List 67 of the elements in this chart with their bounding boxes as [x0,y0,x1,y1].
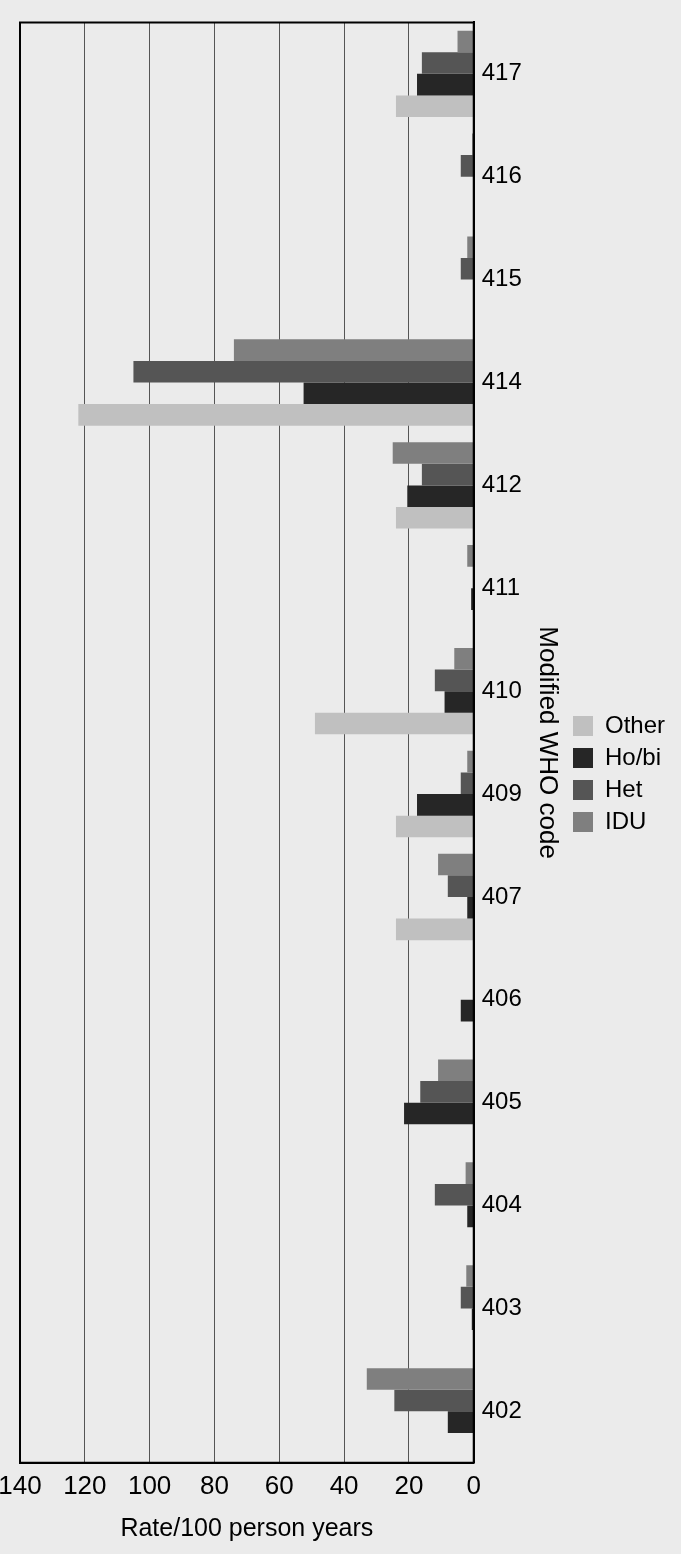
bar [404,1102,474,1125]
y-tick-label: 412 [481,470,522,498]
x-tick-label: 0 [466,1469,481,1500]
bar [417,73,474,96]
y-tick-label: 407 [481,881,522,909]
legend-label: IDU [604,806,647,834]
bar [395,95,474,118]
bar [457,30,474,53]
bar [314,712,474,735]
bar [467,750,474,773]
x-tick-label: 140 [0,1469,42,1500]
y-tick-label: 411 [481,572,520,600]
x-tick-label: 120 [63,1469,107,1500]
bar [420,1081,474,1103]
y-tick-label: 404 [481,1190,522,1218]
bar [438,1059,474,1082]
bar [421,463,474,486]
bar [395,815,474,838]
legend-label: Het [604,774,643,802]
bar [447,1411,474,1433]
legend-label: Ho/bi [604,742,662,770]
bar [467,896,474,919]
bar [454,647,474,670]
x-tick-label: 20 [394,1469,424,1500]
y-tick-label: 414 [481,367,522,395]
y-tick-label: 416 [481,161,522,189]
y-tick-label: 410 [481,675,522,703]
legend-label: Other [604,710,666,738]
bar [78,404,474,426]
bar [444,691,474,713]
bar [460,999,474,1022]
bar [460,155,474,177]
bar [417,794,474,816]
x-axis-title: Rate/100 person years [120,1512,374,1541]
bar [407,485,474,507]
bar [233,339,474,361]
bar [395,506,474,529]
bar [434,1183,474,1206]
bar [395,918,474,941]
bar [460,258,474,280]
y-tick-label: 417 [481,58,522,86]
y-tick-label: 415 [481,264,522,292]
bar [447,875,474,897]
x-tick-label: 100 [127,1469,172,1500]
bar [465,1162,474,1184]
bar [366,1368,474,1390]
bar [467,1205,474,1228]
x-tick-label: 80 [200,1469,229,1500]
bar [434,669,474,692]
bar [303,382,474,405]
y-tick-label: 402 [481,1395,522,1423]
bar [438,853,474,876]
bar [460,772,474,795]
bar [467,236,474,259]
x-tick-label: 60 [264,1469,294,1500]
y-tick-label: 409 [481,778,522,806]
y-tick-label: 403 [481,1293,522,1321]
bar [392,442,474,464]
bar [421,52,474,74]
y-tick-label: 405 [481,1087,522,1115]
bar [466,1265,474,1287]
y-axis-title: Modified WHO code [534,626,565,859]
x-tick-label: 40 [329,1469,359,1500]
bar [460,1286,474,1309]
y-tick-label: 406 [481,984,522,1012]
bar [467,545,474,567]
bar [471,588,474,610]
